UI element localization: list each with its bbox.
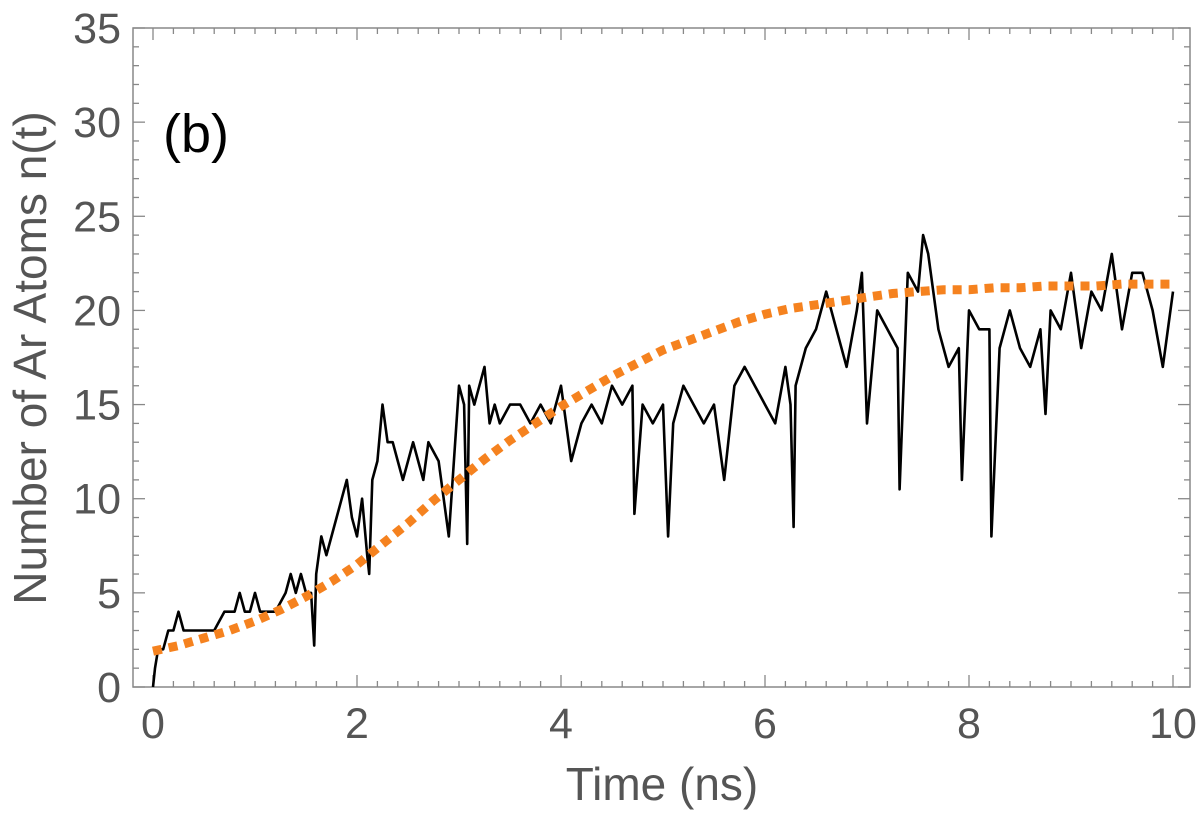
x-tick-label: 8 — [957, 700, 981, 748]
y-tick-label: 15 — [73, 382, 121, 430]
panel-label: (b) — [163, 104, 229, 164]
y-tick-label: 30 — [73, 99, 121, 147]
series-line-simulation — [151, 233, 1175, 688]
x-tick-label: 4 — [549, 700, 573, 748]
series-line-fit — [152, 279, 1173, 656]
x-tick-label: 6 — [753, 700, 777, 748]
y-axis-title: Number of Ar Atoms n(t) — [4, 111, 56, 604]
y-tick-label: 5 — [97, 570, 121, 618]
y-tick-label: 0 — [97, 664, 121, 712]
plot-frame — [132, 27, 1191, 688]
x-tick-label: 10 — [1149, 700, 1197, 748]
x-axis-title: Time (ns) — [566, 758, 759, 810]
y-tick-label: 35 — [73, 5, 121, 53]
series-layer — [151, 233, 1175, 688]
x-tick-label: 2 — [345, 700, 369, 748]
y-tick-label: 20 — [73, 287, 121, 335]
axis-ticks — [133, 27, 1190, 688]
axis-tick-labels: 0 2 4 6 8 10 0 5 10 15 20 25 30 35 — [73, 5, 1197, 748]
y-tick-label: 25 — [73, 193, 121, 241]
y-tick-label: 10 — [73, 476, 121, 524]
x-tick-label: 0 — [141, 700, 165, 748]
